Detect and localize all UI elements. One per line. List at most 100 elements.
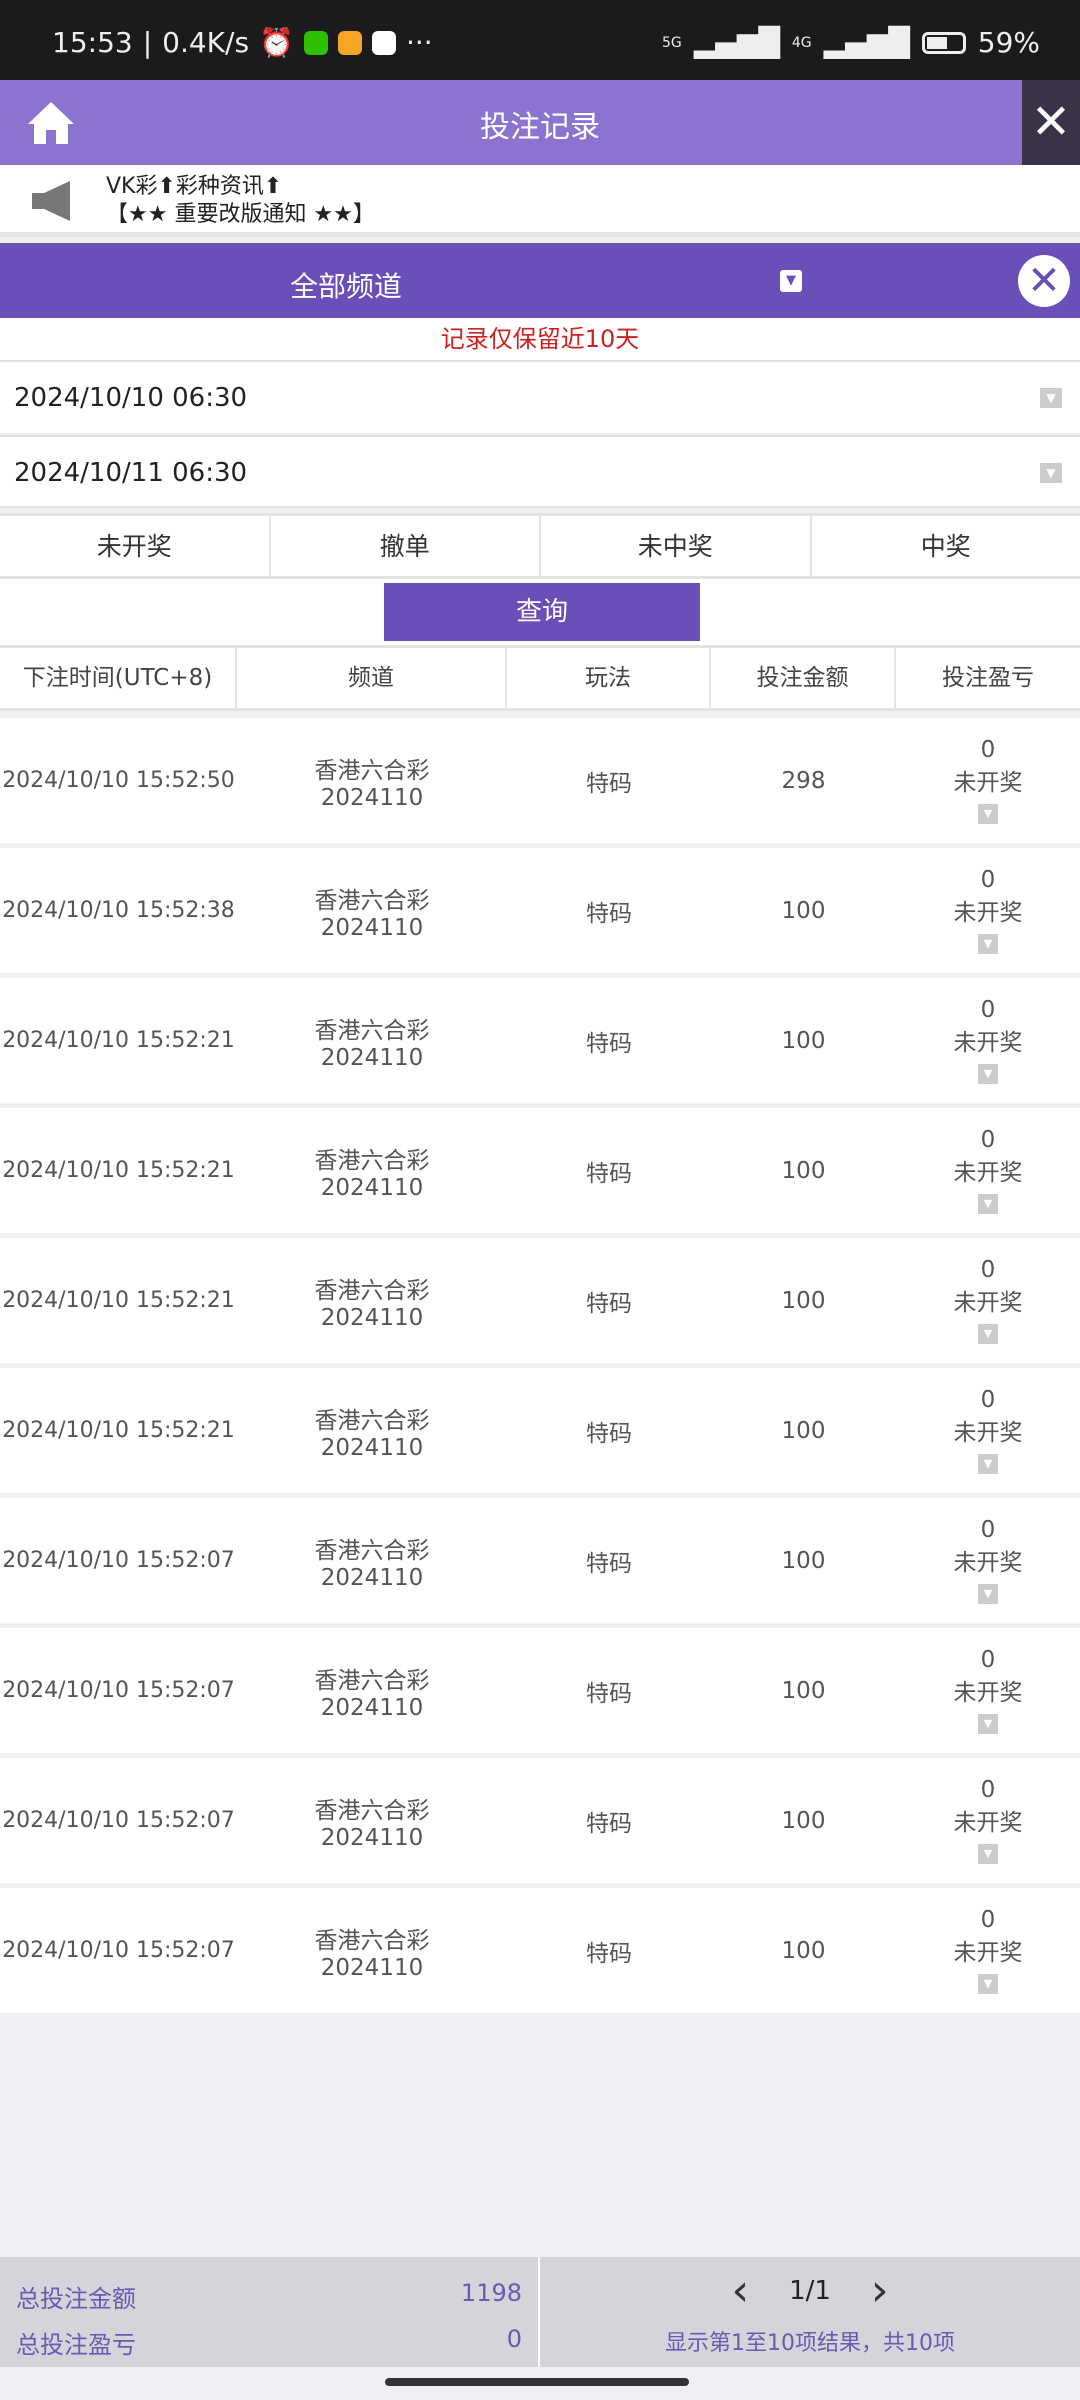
expand-chevron-icon[interactable]: ▼ xyxy=(978,804,998,824)
chevron-down-icon[interactable]: ▼ xyxy=(1040,388,1062,408)
expand-chevron-icon[interactable]: ▼ xyxy=(978,1714,998,1734)
tab-pending[interactable]: 未开奖 xyxy=(0,516,271,576)
channel-cell: 香港六合彩 2024110 xyxy=(237,751,507,811)
expand-chevron-icon[interactable]: ▼ xyxy=(978,1584,998,1604)
next-page-button[interactable]: › xyxy=(870,2265,889,2316)
table-row[interactable]: 2024/10/10 15:52:21 香港六合彩 2024110 特码 100 … xyxy=(0,978,1080,1108)
channel-name: 香港六合彩 xyxy=(314,1147,430,1174)
channel-name: 香港六合彩 xyxy=(314,887,430,914)
bet-status: 未开奖 xyxy=(953,1680,1023,1706)
channel-selector[interactable]: 全部频道 ▼ ✕ xyxy=(0,243,1080,318)
result-cell: 0 未开奖 ▼ xyxy=(896,867,1080,954)
profit-value: 0 xyxy=(980,1647,996,1673)
bet-status: 未开奖 xyxy=(953,1290,1023,1316)
channel-cell: 香港六合彩 2024110 xyxy=(237,1401,507,1461)
expand-chevron-icon[interactable]: ▼ xyxy=(978,1324,998,1344)
query-area: 查询 xyxy=(0,579,1080,645)
expand-chevron-icon[interactable]: ▼ xyxy=(978,1194,998,1214)
play-type: 特码 xyxy=(586,770,632,797)
channel-name: 香港六合彩 xyxy=(314,1797,430,1824)
play-type: 特码 xyxy=(586,1680,632,1707)
clear-icon[interactable]: ✕ xyxy=(1018,255,1070,307)
chevron-down-icon[interactable]: ▼ xyxy=(780,270,802,292)
profit-value: 0 xyxy=(980,1777,996,1803)
channel-cell: 香港六合彩 2024110 xyxy=(237,1011,507,1071)
date-to-field[interactable]: 2024/10/11 06:30 ▼ xyxy=(0,435,1080,508)
bet-time: 2024/10/10 15:52:21 xyxy=(2,1288,235,1313)
pagination: ‹ 1/1 › 显示第1至10项结果，共10项 xyxy=(540,2257,1080,2367)
channel-label: 全部频道 xyxy=(290,270,403,303)
table-row[interactable]: 2024/10/10 15:52:07 香港六合彩 2024110 特码 100 … xyxy=(0,1758,1080,1888)
bet-amount: 100 xyxy=(781,1417,826,1444)
table-row[interactable]: 2024/10/10 15:52:07 香港六合彩 2024110 特码 100 … xyxy=(0,1888,1080,2018)
col-channel: 频道 xyxy=(237,648,507,708)
expand-chevron-icon[interactable]: ▼ xyxy=(978,1064,998,1084)
bet-status: 未开奖 xyxy=(953,1160,1023,1186)
play-type: 特码 xyxy=(586,1420,632,1447)
col-play: 玩法 xyxy=(507,648,711,708)
channel-cell: 香港六合彩 2024110 xyxy=(237,1791,507,1851)
status-bar: 15:53 | 0.4K/s ⏰ ··· 5G ▂▄▆█ 4G ▂▄▆█ 59% xyxy=(0,0,1080,80)
profit-value: 0 xyxy=(980,737,996,763)
profit-value: 0 xyxy=(980,1907,996,1933)
bet-time: 2024/10/10 15:52:07 xyxy=(2,1808,235,1833)
close-menu-button[interactable]: ✕ xyxy=(1022,80,1080,165)
date-from-field[interactable]: 2024/10/10 06:30 ▼ xyxy=(0,360,1080,433)
table-row[interactable]: 2024/10/10 15:52:21 香港六合彩 2024110 特码 100 … xyxy=(0,1238,1080,1368)
tab-won[interactable]: 中奖 xyxy=(920,532,971,561)
signal-4g-icon: 4G xyxy=(791,34,812,51)
table-row[interactable]: 2024/10/10 15:52:07 香港六合彩 2024110 特码 100 … xyxy=(0,1628,1080,1758)
chevron-down-icon[interactable]: ▼ xyxy=(1040,463,1062,483)
signal-5g-icon: 5G xyxy=(661,34,682,51)
home-indicator[interactable] xyxy=(385,2378,689,2386)
issue-number: 2024110 xyxy=(320,1174,424,1201)
bet-time: 2024/10/10 15:52:38 xyxy=(2,898,235,923)
bet-amount: 100 xyxy=(781,1547,826,1574)
play-type: 特码 xyxy=(586,1550,632,1577)
expand-chevron-icon[interactable]: ▼ xyxy=(978,1454,998,1474)
prev-page-button[interactable]: ‹ xyxy=(731,2265,750,2316)
total-profit-label: 总投注盈亏 xyxy=(16,2331,136,2359)
table-row[interactable]: 2024/10/10 15:52:21 香港六合彩 2024110 特码 100 … xyxy=(0,1108,1080,1238)
table-row[interactable]: 2024/10/10 15:52:38 香港六合彩 2024110 特码 100 … xyxy=(0,848,1080,978)
page-title: 投注记录 xyxy=(480,110,600,145)
query-button[interactable]: 查询 xyxy=(384,583,700,641)
bet-amount: 100 xyxy=(781,897,826,924)
total-profit-value: 0 xyxy=(506,2325,522,2353)
footer: 总投注金额 1198 总投注盈亏 0 ‹ 1/1 › 显示第1至10项结果，共1… xyxy=(0,2257,1080,2367)
issue-number: 2024110 xyxy=(320,1954,424,1981)
table-row[interactable]: 2024/10/10 15:52:21 香港六合彩 2024110 特码 100 … xyxy=(0,1368,1080,1498)
result-cell: 0 未开奖 ▼ xyxy=(896,737,1080,824)
more-notifications-icon: ··· xyxy=(405,26,433,59)
profit-value: 0 xyxy=(980,1517,996,1543)
table-row[interactable]: 2024/10/10 15:52:50 香港六合彩 2024110 特码 298 … xyxy=(0,718,1080,848)
channel-name: 香港六合彩 xyxy=(314,757,430,784)
notice-bar[interactable]: VK彩⬆彩种资讯⬆ 【★★ 重要改版通知 ★★】 xyxy=(0,165,1080,237)
app-icon xyxy=(371,30,396,55)
profit-value: 0 xyxy=(980,997,996,1023)
bet-amount: 100 xyxy=(781,1677,826,1704)
tab-lost[interactable]: 未中奖 xyxy=(541,516,812,576)
result-cell: 0 未开奖 ▼ xyxy=(896,997,1080,1084)
bet-amount: 100 xyxy=(781,1027,826,1054)
expand-chevron-icon[interactable]: ▼ xyxy=(978,934,998,954)
net-speed: 0.4K/s xyxy=(162,26,250,59)
channel-cell: 香港六合彩 2024110 xyxy=(237,1271,507,1331)
tab-cancelled[interactable]: 撤单 xyxy=(271,516,541,576)
alarm-icon: ⏰ xyxy=(259,26,294,59)
home-icon[interactable] xyxy=(26,98,76,148)
expand-chevron-icon[interactable]: ▼ xyxy=(978,1844,998,1864)
table-header: 下注时间(UTC+8) 频道 玩法 投注金额 投注盈亏 xyxy=(0,645,1080,711)
issue-number: 2024110 xyxy=(320,1694,424,1721)
play-type: 特码 xyxy=(586,1940,632,1967)
channel-cell: 香港六合彩 2024110 xyxy=(237,881,507,941)
issue-number: 2024110 xyxy=(320,784,424,811)
retention-note: 记录仅保留近10天 xyxy=(0,318,1080,360)
result-cell: 0 未开奖 ▼ xyxy=(896,1777,1080,1864)
expand-chevron-icon[interactable]: ▼ xyxy=(978,1974,998,1994)
col-time: 下注时间(UTC+8) xyxy=(0,648,237,708)
bet-status: 未开奖 xyxy=(953,770,1023,796)
bet-time: 2024/10/10 15:52:07 xyxy=(2,1678,235,1703)
table-row[interactable]: 2024/10/10 15:52:07 香港六合彩 2024110 特码 100 … xyxy=(0,1498,1080,1628)
play-type: 特码 xyxy=(586,1160,632,1187)
